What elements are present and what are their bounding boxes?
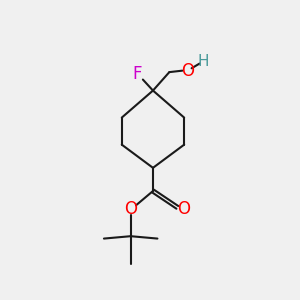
Text: H: H: [197, 54, 209, 69]
Text: O: O: [124, 200, 137, 218]
Text: F: F: [133, 65, 142, 83]
Text: O: O: [177, 200, 190, 218]
Text: O: O: [181, 61, 194, 80]
